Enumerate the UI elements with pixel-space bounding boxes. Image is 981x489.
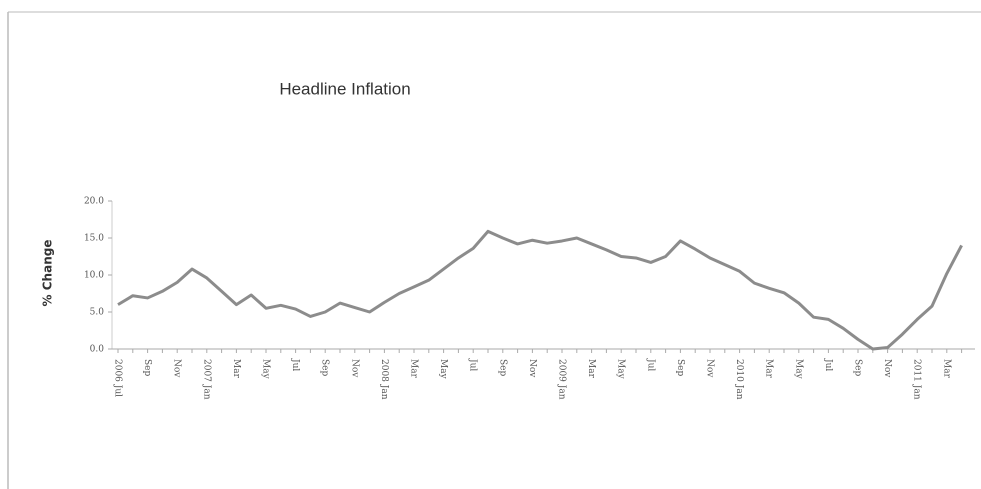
x-tick-label: Sep: [675, 359, 685, 376]
y-tick-label: 0.0: [90, 345, 105, 355]
x-tick-label: Sep: [320, 359, 330, 376]
x-tick-label: Jul: [290, 358, 300, 371]
x-tick-label: 2008 Jan: [379, 359, 389, 400]
x-tick-label: Jul: [468, 358, 478, 371]
x-tick-label: Nov: [882, 359, 892, 378]
x-tick-label: Nov: [705, 359, 715, 378]
x-tick-label: Nov: [349, 359, 359, 378]
x-tick-label: 2006 Jul: [113, 359, 123, 397]
x-tick-label: 2007 Jan: [201, 359, 211, 400]
x-tick-label: Mar: [764, 359, 774, 379]
x-tick-label: 2011 Jan: [912, 359, 922, 400]
chart-title: Headline Inflation: [279, 79, 410, 98]
y-axis-label: % Change: [41, 240, 55, 307]
x-tick-label: May: [793, 359, 803, 380]
y-tick-label: 20.0: [84, 197, 104, 207]
x-tick-label: Jul: [645, 358, 655, 371]
x-tick-label: Mar: [586, 359, 596, 379]
x-tick-label: May: [261, 359, 271, 380]
x-tick-label: Mar: [941, 359, 951, 379]
x-tick-label: May: [438, 359, 448, 380]
x-tick-label: Nov: [527, 359, 537, 378]
y-tick-label: 10.0: [84, 271, 104, 281]
x-tick-label: May: [616, 359, 626, 380]
x-tick-label: Nov: [172, 359, 182, 378]
x-tick-label: 2010 Jan: [734, 359, 744, 400]
x-tick-label: Mar: [231, 359, 241, 379]
x-tick-label: Sep: [142, 359, 152, 376]
x-tick-label: Sep: [497, 359, 507, 376]
x-tick-label: Sep: [853, 359, 863, 376]
y-tick-label: 5.0: [90, 308, 105, 318]
y-tick-label: 15.0: [84, 234, 104, 244]
x-tick-label: 2009 Jan: [557, 359, 567, 400]
x-tick-label: Mar: [409, 359, 419, 379]
data-line: [117, 229, 963, 351]
x-tick-label: Jul: [823, 358, 833, 371]
